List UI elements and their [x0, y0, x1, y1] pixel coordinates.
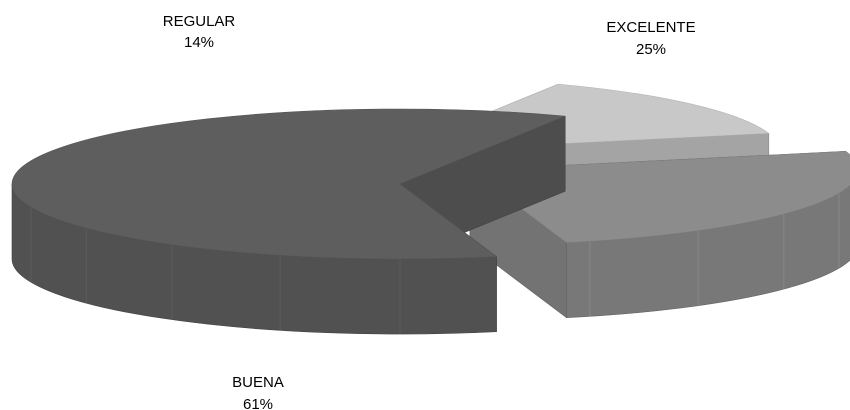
- label-regular-value: 14%: [184, 34, 214, 51]
- label-excelente-value: 25%: [636, 41, 666, 58]
- slice-top-buena: [11, 108, 566, 260]
- label-buena-value: 61%: [243, 396, 273, 410]
- label-buena-name: BUENA: [232, 374, 284, 391]
- slice-buena: [11, 108, 566, 335]
- label-regular-name: REGULAR: [163, 13, 236, 30]
- label-excelente-name: EXCELENTE: [606, 19, 695, 36]
- slice-labels: EXCELENTE 25% BUENA 61% REGULAR 14%: [163, 13, 696, 410]
- pie-slices: [11, 83, 850, 335]
